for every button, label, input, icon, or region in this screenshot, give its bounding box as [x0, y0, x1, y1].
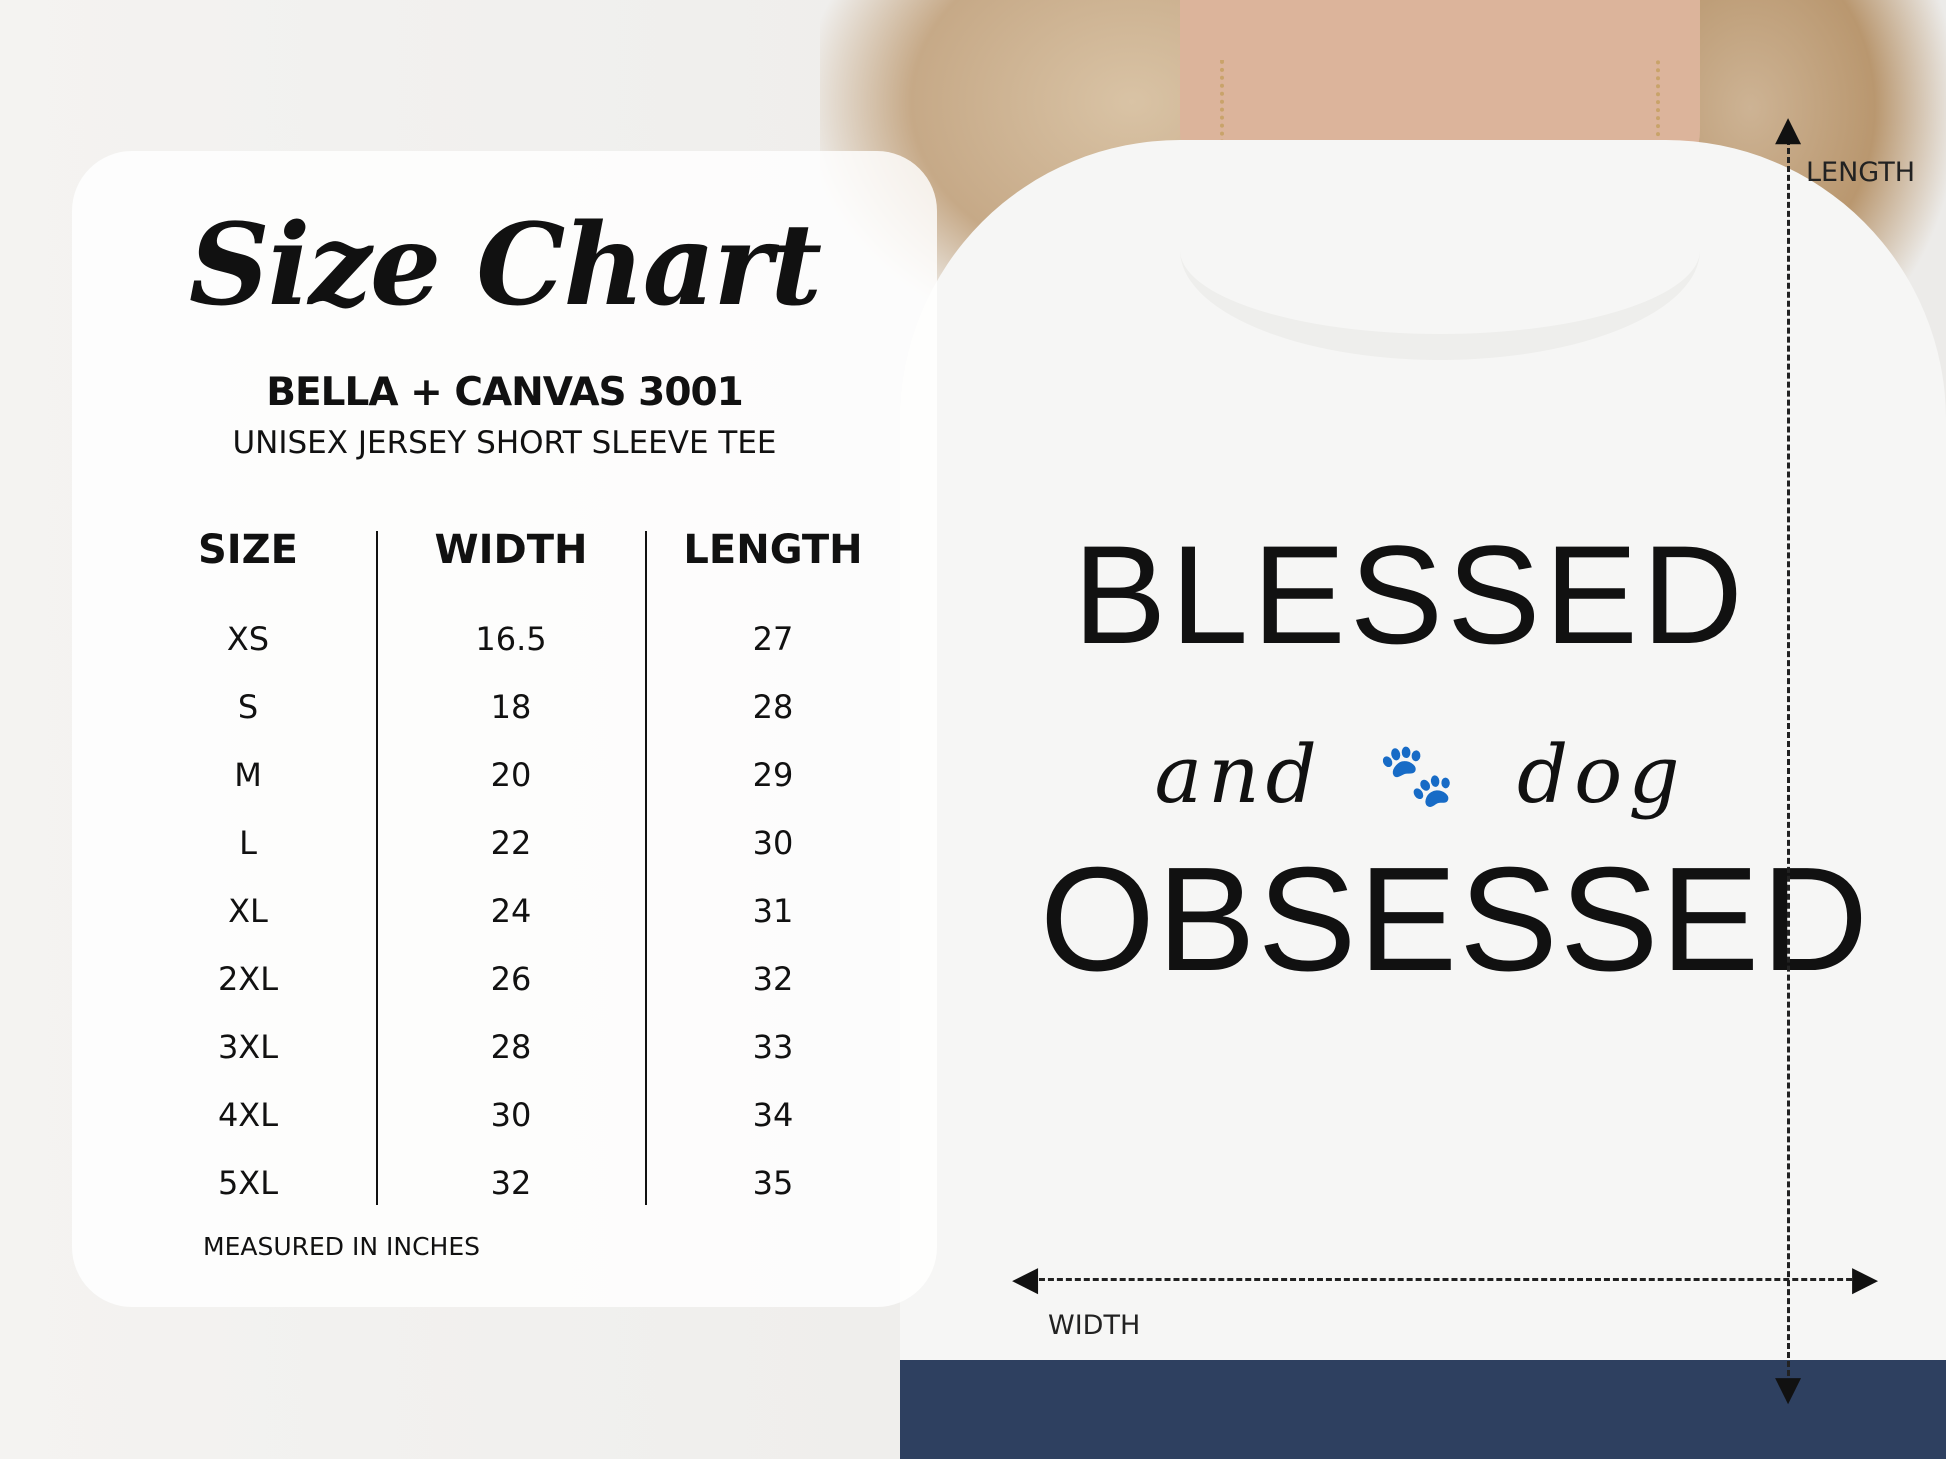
shirt-text-and-dog: and 🐾 dog [1050, 715, 1790, 821]
shirt-text-blessed: BLESSED [1073, 516, 1747, 673]
column-divider [645, 531, 647, 1205]
size-column: SIZE XS S M L XL 2XL 3XL 4XL 5XL [118, 525, 378, 1217]
length-label: LENGTH [1806, 157, 1916, 188]
arrow-up-icon: ▲ [1775, 109, 1802, 149]
length-column: LENGTH 27 28 29 30 31 32 33 34 35 [643, 525, 903, 1217]
table-cell: M [234, 756, 262, 794]
width-column: WIDTH 16.5 18 20 22 24 26 28 30 32 [381, 525, 641, 1217]
table-cell: 4XL [217, 1096, 279, 1134]
size-chart-title: Size Chart [188, 200, 822, 331]
table-cell: 27 [752, 620, 794, 658]
table-cell: XL [228, 892, 268, 930]
table-cell: S [237, 688, 259, 726]
table-cell: 3XL [217, 1028, 279, 1066]
table-cell: 28 [752, 688, 794, 726]
table-cell: 28 [490, 1028, 532, 1066]
table-cell: 30 [752, 824, 794, 862]
table-cell: 2XL [217, 960, 279, 998]
table-cell: 33 [752, 1028, 794, 1066]
table-cell: 18 [490, 688, 532, 726]
measurement-note: MEASURED IN INCHES [203, 1232, 481, 1261]
width-dimension-line [1030, 1278, 1870, 1281]
table-cell: 26 [490, 960, 532, 998]
product-description: UNISEX JERSEY SHORT SLEEVE TEE [232, 425, 777, 461]
table-cell: L [239, 824, 257, 862]
length-dimension-line [1787, 130, 1790, 1385]
column-header: SIZE [197, 527, 299, 573]
table-cell: 22 [490, 824, 532, 862]
column-header: LENGTH [683, 527, 863, 573]
paw-icon: 🐾 [1378, 737, 1462, 811]
t-shirt [900, 140, 1946, 1459]
table-cell: 29 [752, 756, 794, 794]
shirt-text-dog: dog [1516, 727, 1686, 821]
table-cell: 20 [490, 756, 532, 794]
arrow-right-icon: ▶ [1852, 1259, 1879, 1299]
column-divider [376, 531, 378, 1205]
shirt-text-and: and [1154, 727, 1323, 821]
arrow-left-icon: ◀ [1012, 1259, 1039, 1299]
table-cell: 32 [752, 960, 794, 998]
table-cell: 30 [490, 1096, 532, 1134]
table-cell: 16.5 [475, 620, 547, 658]
arrow-down-icon: ▼ [1775, 1369, 1802, 1409]
size-chart-panel [72, 151, 937, 1307]
table-cell: 24 [490, 892, 532, 930]
column-header: WIDTH [434, 527, 588, 573]
shirt-collar [1180, 140, 1700, 360]
table-cell: 31 [752, 892, 794, 930]
table-cell: 32 [490, 1164, 532, 1202]
table-cell: XS [226, 620, 270, 658]
table-cell: 5XL [217, 1164, 279, 1202]
brand-model: BELLA + CANVAS 3001 [266, 370, 743, 415]
width-label: WIDTH [1048, 1310, 1141, 1341]
shirt-text-obsessed: OBSESSED [1039, 837, 1871, 1002]
table-cell: 35 [752, 1164, 794, 1202]
jeans [900, 1360, 1946, 1459]
table-cell: 34 [752, 1096, 794, 1134]
